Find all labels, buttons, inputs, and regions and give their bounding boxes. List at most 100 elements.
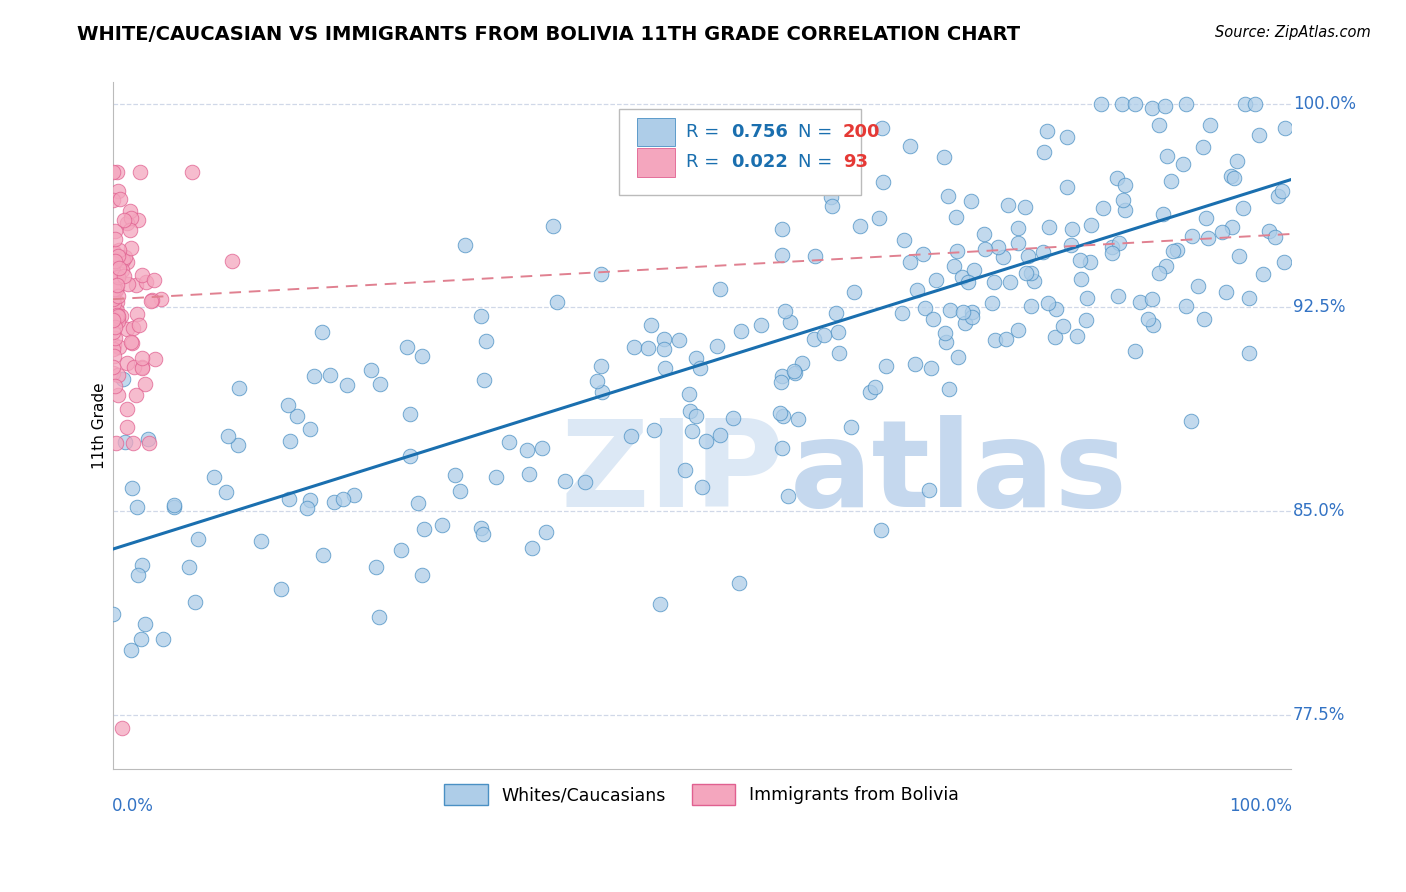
Point <box>125 500 148 514</box>
Point <box>1019 299 1042 313</box>
Point <box>112 269 135 284</box>
Point <box>107 387 129 401</box>
Point <box>107 310 129 325</box>
Point <box>107 314 129 328</box>
Point <box>103 325 125 339</box>
Point <box>1112 193 1135 207</box>
Point <box>336 377 359 392</box>
Point <box>127 567 149 582</box>
Point <box>891 306 914 320</box>
Text: 77.5%: 77.5% <box>1294 706 1346 723</box>
Point <box>904 357 927 371</box>
Point <box>1237 291 1260 305</box>
Point <box>406 496 429 510</box>
Point <box>685 351 707 366</box>
Point <box>1271 184 1294 198</box>
Point <box>554 474 576 488</box>
Legend: Whites/Caucasians, Immigrants from Bolivia: Whites/Caucasians, Immigrants from Boliv… <box>437 777 966 812</box>
Point <box>311 325 333 339</box>
Point <box>470 520 492 534</box>
Point <box>905 284 928 298</box>
Point <box>1105 171 1128 186</box>
Point <box>983 276 1005 290</box>
Point <box>803 332 825 346</box>
Point <box>131 268 153 282</box>
Point <box>101 194 124 208</box>
Point <box>950 270 973 285</box>
Point <box>318 368 340 383</box>
Point <box>1195 211 1218 225</box>
Point <box>1022 274 1045 288</box>
Point <box>277 398 299 412</box>
Point <box>1244 96 1267 111</box>
Point <box>366 560 388 574</box>
Point <box>136 432 159 446</box>
Point <box>643 423 665 437</box>
Point <box>1060 238 1083 252</box>
Point <box>131 558 153 573</box>
Point <box>311 548 333 562</box>
Point <box>1092 201 1115 215</box>
Point <box>1215 285 1237 300</box>
Point <box>1090 96 1112 111</box>
Point <box>111 722 134 736</box>
Point <box>152 632 174 646</box>
Point <box>368 376 391 391</box>
Point <box>775 303 797 318</box>
Point <box>772 409 794 424</box>
Point <box>1187 279 1209 293</box>
Y-axis label: 11th Grade: 11th Grade <box>93 382 107 469</box>
Point <box>105 308 128 322</box>
Point <box>112 212 135 227</box>
Point <box>1166 243 1188 257</box>
Text: 100.0%: 100.0% <box>1294 95 1355 112</box>
Point <box>115 401 138 416</box>
Point <box>875 359 897 373</box>
Point <box>681 424 703 438</box>
Point <box>1066 328 1088 343</box>
Point <box>120 643 142 657</box>
Point <box>987 240 1010 254</box>
Point <box>1226 154 1249 169</box>
Point <box>623 340 645 354</box>
Point <box>546 294 568 309</box>
Point <box>828 346 851 360</box>
Point <box>105 277 128 292</box>
Point <box>120 241 142 255</box>
Point <box>299 493 322 508</box>
Point <box>591 384 613 399</box>
Point <box>650 598 672 612</box>
Point <box>920 361 942 376</box>
Point <box>1007 235 1029 250</box>
Point <box>678 404 700 418</box>
Point <box>101 264 124 278</box>
Point <box>104 320 127 334</box>
Point <box>332 492 354 507</box>
Point <box>1019 266 1042 280</box>
Point <box>103 312 125 326</box>
Point <box>471 526 494 541</box>
Point <box>343 488 366 502</box>
Point <box>1192 140 1215 154</box>
Point <box>107 340 129 354</box>
Point <box>1108 236 1130 251</box>
Point <box>637 342 659 356</box>
Text: Source: ZipAtlas.com: Source: ZipAtlas.com <box>1215 25 1371 40</box>
Point <box>101 342 124 356</box>
Point <box>1056 130 1078 145</box>
Point <box>110 192 132 206</box>
Point <box>1080 219 1102 233</box>
Point <box>945 210 967 224</box>
Point <box>449 483 471 498</box>
Point <box>108 261 131 276</box>
Point <box>709 282 731 296</box>
Point <box>115 216 138 230</box>
Point <box>474 373 496 387</box>
Point <box>117 255 139 269</box>
Point <box>228 381 250 395</box>
Point <box>124 388 146 402</box>
Point <box>770 222 793 236</box>
Point <box>1149 118 1171 132</box>
Point <box>848 219 870 233</box>
Point <box>101 607 124 622</box>
